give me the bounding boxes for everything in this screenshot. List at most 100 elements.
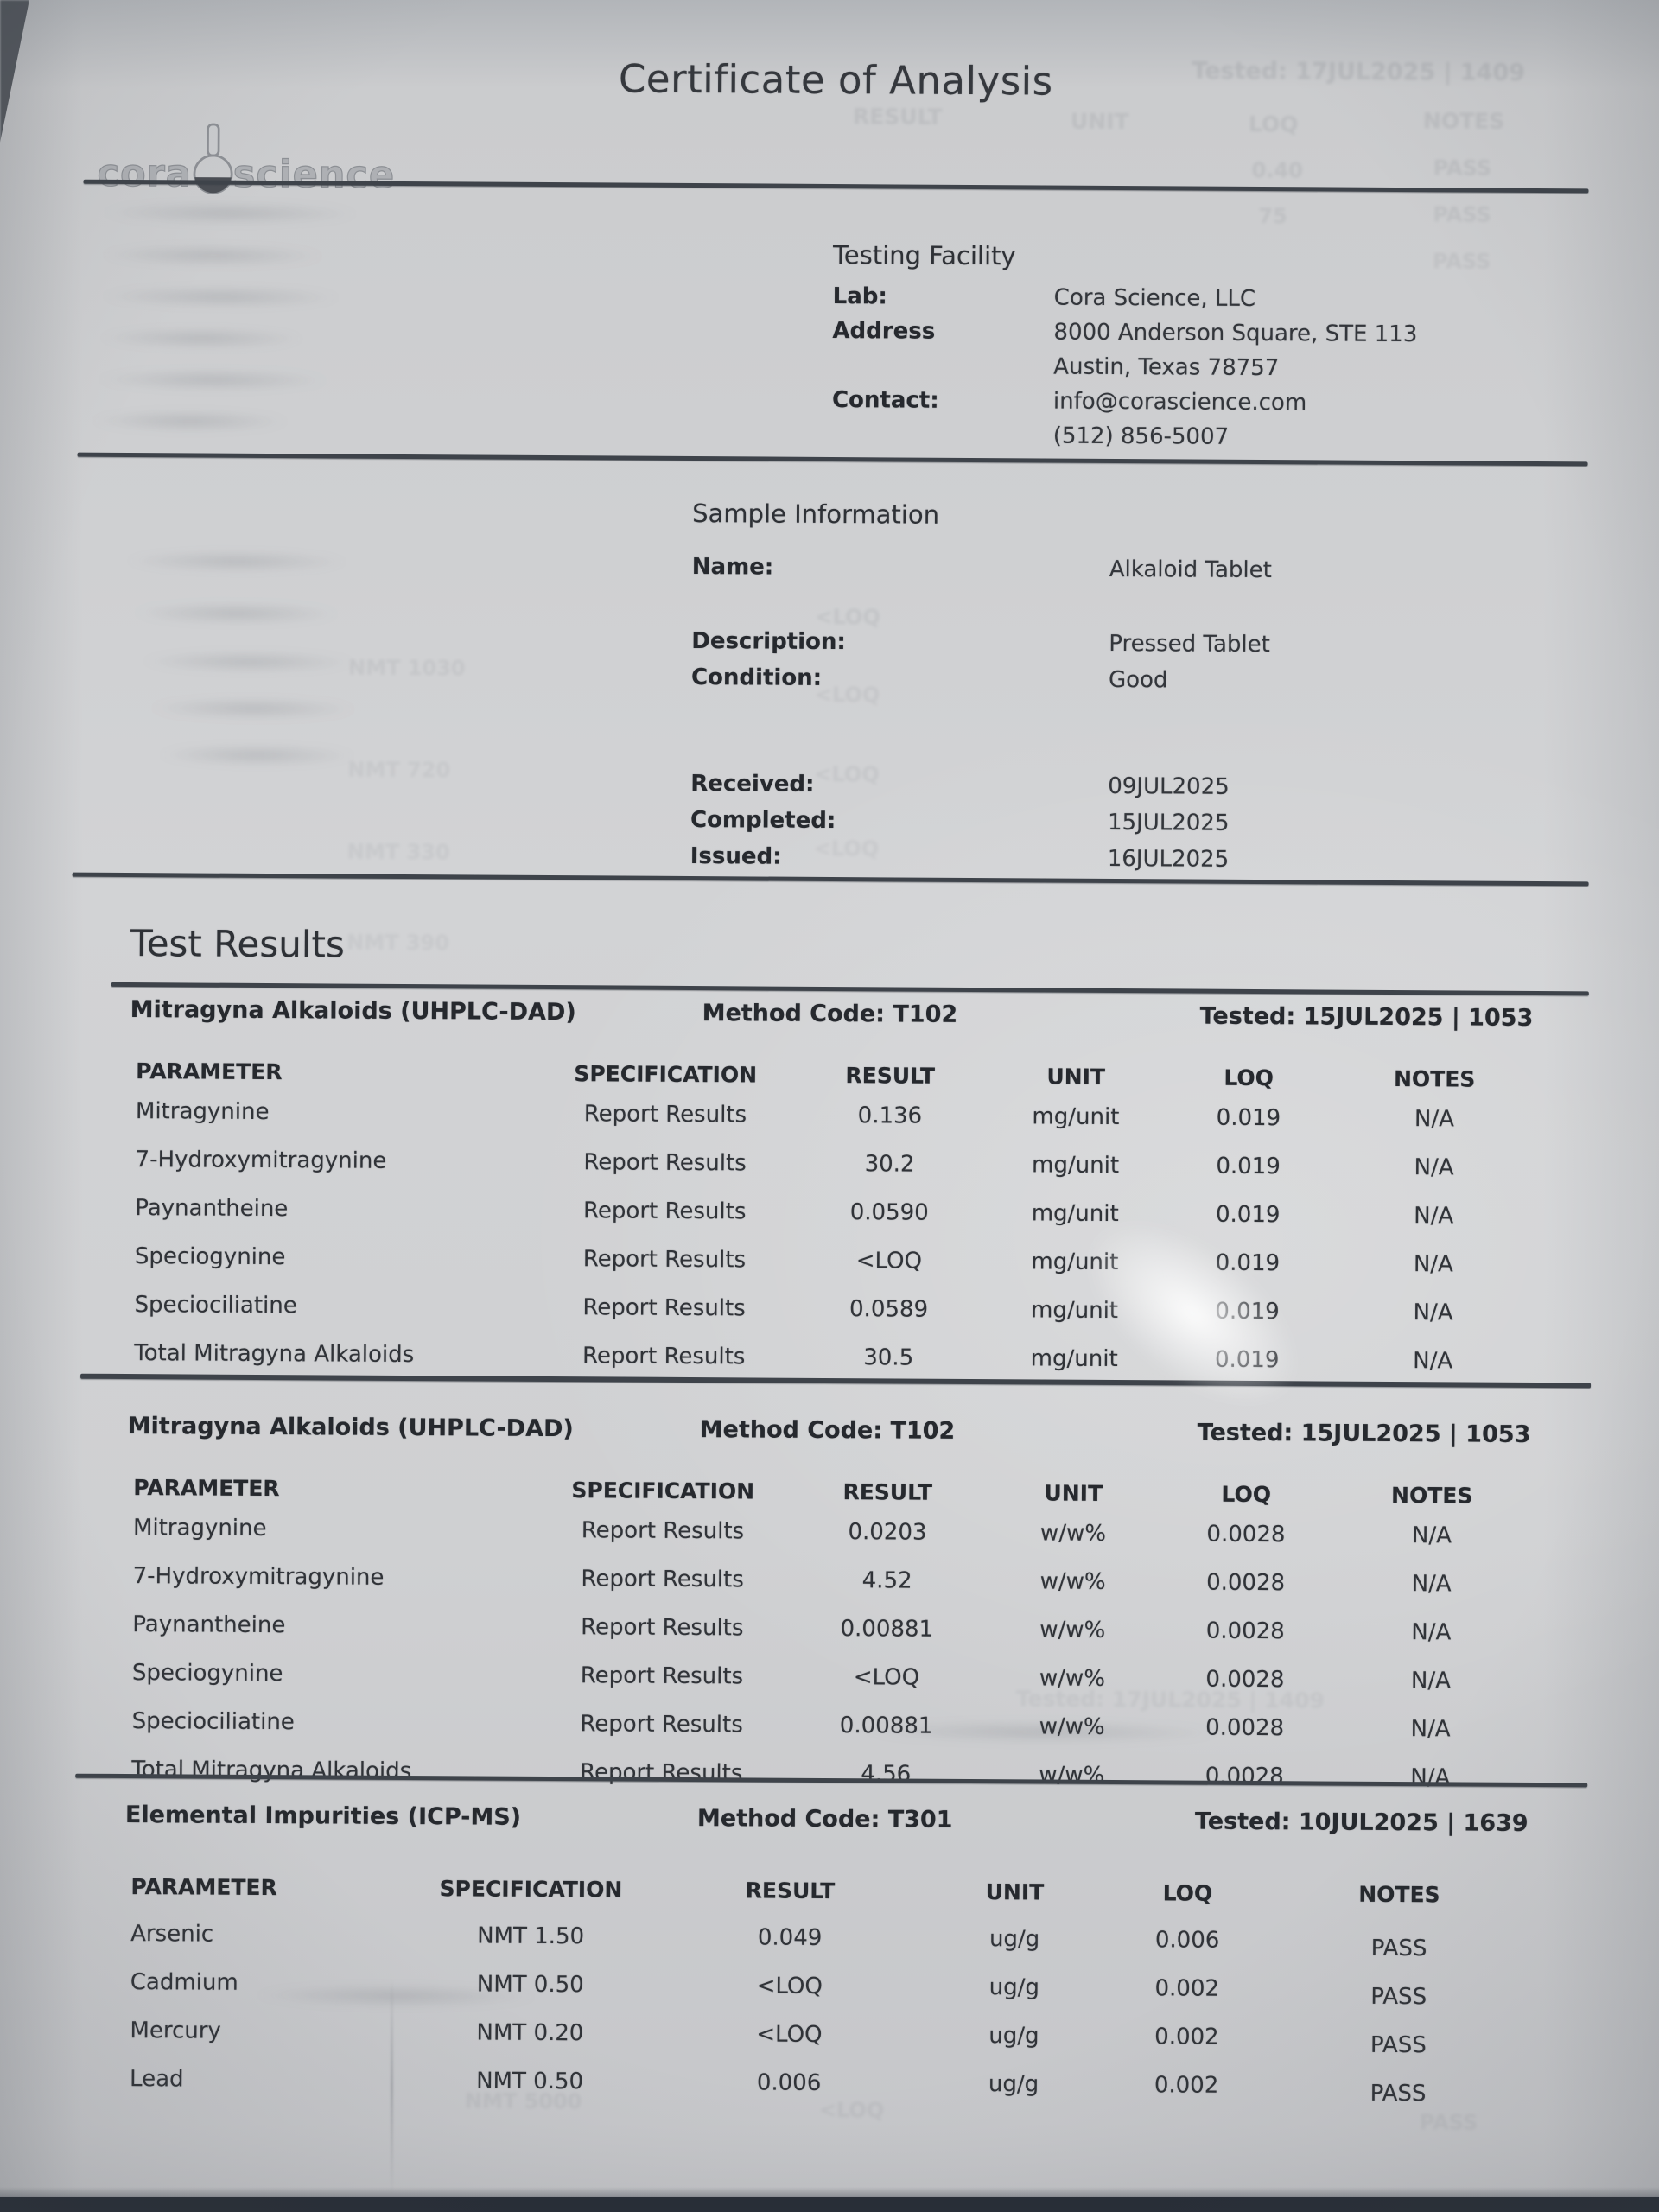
field-label — [832, 353, 1053, 380]
cell-unit: ug/g — [988, 2071, 1039, 2098]
cell-specification: Report Results — [580, 1711, 743, 1738]
cell-parameter: 7-Hydroxymitragynine — [135, 1147, 387, 1174]
bleedthrough-text: NOTES — [1422, 108, 1505, 134]
results-table-elemental-impurities: Elemental Impurities (ICP-MS) Method Cod… — [0, 1801, 1655, 2119]
cell-notes: N/A — [1414, 1154, 1454, 1181]
column-header: RESULT — [745, 1878, 836, 1904]
info-row: Received: 09JUL2025 — [690, 771, 1230, 800]
table-body: Mitragynine Report Results 0.0203 w/w% 0.002… — [0, 1509, 1656, 1809]
column-header: RESULT — [842, 1479, 933, 1505]
cell-unit: w/w% — [1039, 1520, 1107, 1547]
field-label: Contact: — [831, 387, 939, 414]
method-code: Method Code: T102 — [702, 1000, 958, 1028]
bleedthrough-smudge — [157, 744, 357, 766]
info-row: Lab: Cora Science, LLC — [833, 283, 1256, 312]
bleedthrough-text: NMT 720 — [347, 757, 451, 783]
column-header: NOTES — [1393, 1065, 1476, 1092]
cell-specification: Report Results — [582, 1294, 746, 1322]
bleedthrough-text: NMT 1030 — [348, 655, 466, 681]
cell-result: 30.2 — [864, 1151, 915, 1178]
cell-notes: N/A — [1410, 1668, 1452, 1694]
bleedthrough-smudge — [141, 651, 358, 673]
field-label: Issued: — [690, 843, 782, 870]
cell-specification: Report Results — [583, 1149, 747, 1177]
logo-text-right: science — [232, 152, 396, 197]
section-title: Mitragyna Alkaloids (UHPLC-DAD) — [127, 1413, 574, 1443]
field-label: Received: — [690, 771, 815, 798]
bleedthrough-text: RESULT — [852, 104, 943, 130]
field-value: 09JUL2025 — [1108, 772, 1230, 800]
column-header: LOQ — [1162, 1880, 1213, 1906]
cell-specification: Report Results — [582, 1198, 747, 1225]
cell-result: 0.006 — [756, 2069, 822, 2096]
table-row: 7-Hydroxymitragynine Report Results 4.52 w/… — [92, 1558, 1543, 1615]
column-header: NOTES — [1391, 1482, 1473, 1509]
table-row: Arsenic NMT 1.50 0.049 ug/g 0.006 PASS — [90, 1916, 1516, 1973]
cell-loq: 0.002 — [1154, 1975, 1220, 2002]
cell-result: 0.136 — [857, 1103, 923, 1129]
cell-parameter: Speciogynine — [131, 1660, 283, 1688]
info-row: Description: Pressed Tablet — [691, 628, 1270, 658]
bleedthrough-smudge — [99, 285, 342, 308]
method-code: Method Code: T102 — [699, 1416, 956, 1445]
column-header: SPECIFICATION — [439, 1876, 623, 1903]
cell-parameter: Mitragynine — [135, 1098, 270, 1126]
table-body: Arsenic NMT 1.50 0.049 ug/g 0.006 PASS Cadmium… — [0, 1915, 1654, 2119]
cell-result: 0.0590 — [849, 1199, 929, 1226]
cell-parameter: Arsenic — [130, 1921, 214, 1948]
cell-parameter: Speciogynine — [134, 1243, 286, 1271]
cell-parameter: Paynantheine — [132, 1611, 286, 1639]
cell-result: 4.52 — [861, 1567, 912, 1594]
cell-specification: Report Results — [581, 1517, 745, 1545]
table-row: Speciociliatine Report Results 0.00881 w/w%… — [91, 1703, 1542, 1760]
cell-loq: 0.0028 — [1205, 1714, 1285, 1742]
cell-loq: 0.002 — [1154, 2072, 1219, 2099]
cell-notes: N/A — [1410, 1716, 1451, 1743]
test-results-heading: Test Results — [130, 922, 345, 966]
table-row: Mitragynine Report Results 0.0203 w/w% 0.002… — [92, 1510, 1544, 1567]
info-row: Condition: Good — [691, 664, 1168, 693]
info-row: Issued: 16JUL2025 — [690, 843, 1230, 873]
info-row: Name: Alkaloid Tablet — [692, 554, 1272, 583]
field-label: Lab: — [832, 283, 887, 310]
cell-unit: ug/g — [988, 2023, 1039, 2050]
cell-loq: 0.0028 — [1205, 1666, 1285, 1694]
cell-notes: N/A — [1414, 1203, 1454, 1230]
cell-unit: w/w% — [1039, 1568, 1106, 1595]
cell-notes: N/A — [1411, 1619, 1452, 1646]
cell-result: 0.0203 — [848, 1519, 927, 1546]
cell-specification: Report Results — [581, 1566, 744, 1593]
section-heading: Sample Information — [692, 499, 940, 530]
desk-edge — [0, 2197, 1659, 2212]
cell-loq: 0.006 — [1154, 1927, 1220, 1954]
section-heading: Testing Facility — [832, 240, 1016, 271]
field-value: 8000 Anderson Square, STE 113 — [1053, 319, 1418, 348]
column-header: UNIT — [985, 1879, 1045, 1905]
field-label — [832, 422, 1053, 449]
bleedthrough-smudge — [96, 368, 330, 391]
cell-notes: N/A — [1411, 1571, 1452, 1598]
tested-stamp: Tested: 15JUL2025 | 1053 — [1199, 1002, 1534, 1032]
table-header-row: PARAMETER SPECIFICATION RESULT UNIT LOQ NOTES — [92, 1468, 1544, 1518]
cell-unit: w/w% — [1039, 1665, 1106, 1692]
bleedthrough-text: LOQ — [1248, 111, 1299, 137]
table-row: Mitragynine Report Results 0.136 mg/unit 0.0… — [95, 1093, 1547, 1150]
info-row: (512) 856-5007 — [832, 422, 1230, 450]
field-label: Completed: — [690, 807, 836, 835]
cell-loq: 0.0028 — [1206, 1521, 1286, 1548]
bleedthrough-text: <LOQ — [815, 604, 880, 630]
column-header: PARAMETER — [130, 1874, 277, 1901]
table-row: Speciogynine Report Results <LOQ w/w% 0.0028… — [92, 1655, 1543, 1712]
cell-result: 0.00881 — [839, 1713, 933, 1739]
divider — [111, 982, 1589, 996]
cell-notes: PASS — [1370, 1935, 1427, 1962]
bleedthrough-smudge — [149, 697, 357, 720]
cell-result: <LOQ — [855, 1248, 923, 1274]
column-header: NOTES — [1358, 1881, 1440, 1908]
field-label: Condition: — [690, 664, 823, 691]
cell-loq: 0.0028 — [1206, 1569, 1286, 1597]
field-label: Description: — [691, 628, 846, 656]
